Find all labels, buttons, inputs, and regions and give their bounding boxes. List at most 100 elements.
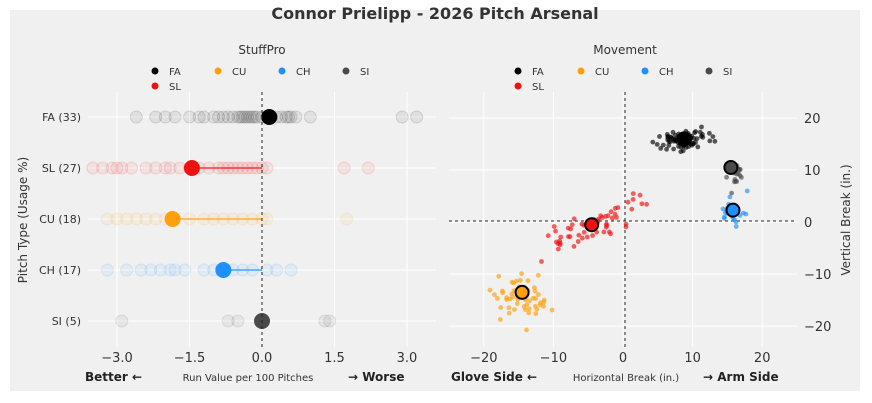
movement-glove-side-label: Glove Side ← [451, 370, 537, 384]
movement-point-cu [500, 288, 505, 294]
stuffpro-point-sl [125, 161, 138, 175]
movement-legend-marker-sl [514, 82, 522, 90]
stuffpro-legend: FA CU CH SI SL [151, 67, 369, 93]
movement-point-ch [720, 206, 726, 212]
movement-point-cu [526, 306, 532, 312]
stuffpro-legend-marker-si [342, 67, 350, 75]
movement-point-sl [571, 216, 577, 222]
movement-point-sl [639, 201, 645, 207]
movement-point-sl [545, 233, 551, 239]
movement-point-cu [541, 297, 547, 303]
stuffpro-point-fa [207, 110, 221, 124]
stuffpro-y-axis-label: Pitch Type (Usage %) [16, 157, 30, 283]
movement-point-si [732, 179, 737, 185]
movement-point-fa [678, 149, 684, 155]
movement-y-tick-label: 0 [804, 216, 812, 231]
stuffpro-point-cu [149, 212, 163, 226]
stuffpro-point-cu [120, 212, 134, 226]
movement-point-sl [584, 234, 590, 240]
movement-point-sl [605, 213, 611, 219]
movement-point-cu [530, 295, 536, 301]
movement-grid [449, 92, 797, 347]
movement-point-fa [670, 129, 676, 135]
movement-y-tick-label: −10 [804, 268, 831, 283]
stuffpro-point-si [323, 314, 337, 328]
movement-point-cu [525, 278, 531, 284]
stuffpro-point-si [231, 314, 245, 328]
movement-legend-label-fa: FA [532, 67, 544, 78]
movement-point-sl [625, 199, 631, 205]
stuffpro-point-fa [233, 110, 247, 124]
stuffpro-point-ch [134, 263, 148, 277]
movement-legend-marker-si [705, 67, 713, 75]
stuffpro-x-axis-label: Run Value per 100 Pitches [183, 373, 314, 384]
movement-points [487, 124, 750, 333]
stuffpro-legend-marker-sl [151, 82, 159, 90]
movement-point-ch [733, 219, 739, 225]
stuffpro-point-fa [226, 110, 240, 124]
movement-point-cu [497, 317, 503, 322]
stuffpro-point-fa [238, 110, 252, 124]
movement-legend-marker-ch [641, 67, 649, 75]
movement-point-ch [733, 224, 739, 229]
movement-point-sl [579, 221, 585, 227]
movement-point-fa [710, 134, 716, 140]
movement-point-sl [551, 224, 557, 229]
stuffpro-point-fa [279, 110, 293, 124]
movement-mean-marker-si [723, 159, 739, 175]
movement-point-sl [612, 211, 618, 217]
movement-point-cu [506, 310, 512, 316]
movement-point-fa [699, 124, 704, 130]
stuffpro-legend-label-ch: CH [296, 67, 311, 78]
chart-title: Connor Prielipp - 2026 Pitch Arsenal [271, 4, 599, 23]
movement-x-axis-label: Horizontal Break (in.) [573, 373, 679, 384]
movement-point-fa [657, 134, 662, 139]
stuffpro-point-ch [163, 263, 177, 277]
stuffpro-point-fa [149, 110, 163, 124]
stuffpro-point-fa [248, 110, 262, 124]
stuffpro-x-tick-label: 1.5 [324, 351, 345, 366]
stuffpro-point-fa [221, 110, 235, 124]
stuffpro-point-sl [105, 161, 119, 175]
stuffpro-point-sl [361, 161, 375, 175]
stuffpro-category-label: CH (17) [39, 264, 81, 277]
stuffpro-point-fa [289, 110, 303, 124]
movement-mean-marker-ch [725, 202, 741, 218]
stuffpro-mean-marker-cu [164, 211, 181, 227]
stuffpro-point-ch [168, 263, 182, 277]
stuffpro-point-sl [260, 161, 274, 175]
movement-point-fa [672, 137, 678, 142]
movement-point-cu [517, 277, 523, 283]
movement-point-fa [654, 142, 660, 147]
stuffpro-point-ch [284, 263, 298, 277]
movement-point-sl [539, 259, 544, 264]
movement-point-fa [666, 143, 672, 148]
movement-point-fa [707, 130, 712, 136]
movement-point-cu [527, 298, 532, 304]
movement-point-sl [609, 215, 615, 221]
movement-point-ch [727, 194, 733, 200]
movement-point-sl [557, 240, 563, 246]
movement-point-fa [712, 138, 718, 144]
stuffpro-point-cu [129, 212, 143, 226]
movement-point-sl [571, 244, 577, 249]
movement-subtitle: Movement [593, 43, 657, 57]
stuffpro-point-ch [120, 263, 134, 277]
movement-legend-label-cu: CU [595, 67, 609, 78]
movement-point-sl [629, 206, 635, 212]
stuffpro-legend-marker-ch [278, 67, 286, 75]
movement-legend: FA CU CH SI SL [514, 67, 732, 93]
movement-point-cu [496, 273, 502, 279]
stuffpro-x-tick-label: −1.5 [174, 351, 206, 366]
stuffpro-point-cu [100, 212, 114, 226]
stuffpro-point-sl [149, 161, 163, 175]
movement-point-fa [650, 139, 656, 145]
movement-mean-marker-sl [584, 217, 600, 233]
movement-point-si [724, 174, 729, 180]
stuffpro-point-ch [197, 263, 211, 277]
movement-y-tick-label: 10 [804, 164, 821, 179]
movement-panel: −20 −10 0 10 20 20 10 0 −10 −20 Movement FA CU CH SI… [449, 43, 853, 384]
movement-point-cu [536, 292, 541, 297]
stuffpro-point-cu [139, 212, 153, 226]
